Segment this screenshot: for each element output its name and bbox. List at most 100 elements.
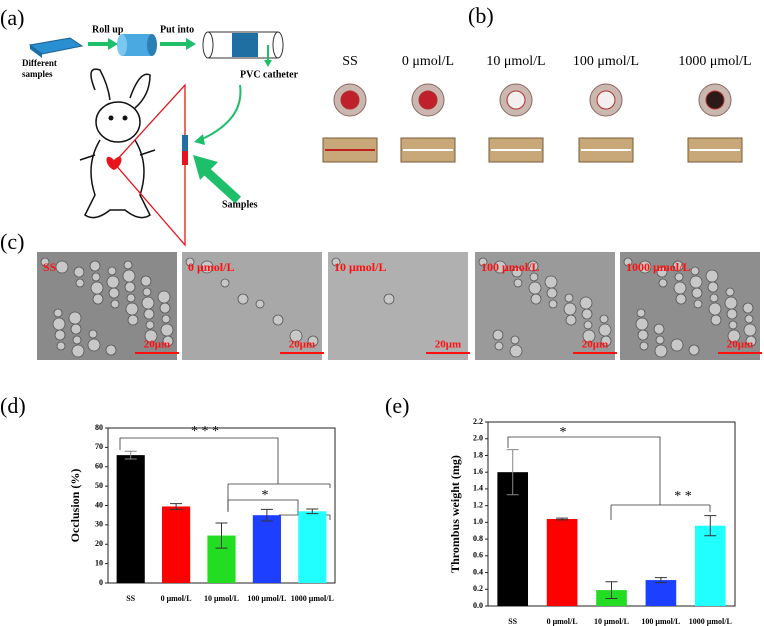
roll-end [117, 34, 127, 56]
bar [116, 455, 145, 583]
cell [691, 287, 703, 299]
cell [724, 296, 738, 310]
cell [653, 323, 665, 335]
y-tick-label: 1.6 [473, 467, 483, 476]
cell [160, 323, 174, 337]
cell [675, 293, 687, 305]
catheter-sample [182, 135, 188, 151]
cell [90, 281, 104, 295]
panel-label: (c) [0, 229, 24, 254]
cell [88, 329, 98, 339]
lumen [418, 90, 438, 110]
cell [674, 272, 684, 282]
cell [511, 266, 523, 278]
y-tick-label: 0.6 [473, 551, 483, 560]
sample-inside [232, 33, 258, 57]
cell [544, 275, 558, 289]
cell [728, 320, 738, 330]
y-tick-label: 1.8 [473, 450, 483, 459]
y-tick-label: 20 [95, 539, 103, 548]
cell [655, 335, 665, 345]
group-label: 0 μmol/L [402, 54, 454, 69]
cell [127, 314, 139, 326]
catheter-label: PVC catheter [240, 69, 299, 80]
cell [161, 314, 171, 324]
error-bar [215, 522, 228, 549]
cell [705, 269, 719, 283]
cell [583, 320, 593, 330]
cell [143, 308, 155, 320]
cell [513, 278, 523, 288]
y-tick-label: 50 [95, 481, 103, 490]
arrow [201, 166, 242, 204]
error-bar [306, 508, 319, 515]
group-label: 1000 μmol/L [678, 54, 751, 69]
cell [126, 293, 136, 303]
cell [125, 302, 139, 316]
cell [110, 299, 120, 309]
scale-bar-label: 20μm [727, 339, 753, 351]
cell [690, 266, 700, 276]
y-tick-label: 60 [95, 462, 103, 471]
arrow-head [264, 60, 272, 67]
y-tick-label: 2.0 [473, 434, 483, 443]
cell [599, 314, 609, 324]
cell [494, 341, 504, 351]
y-tick-label: 70 [95, 442, 103, 451]
cell [546, 287, 558, 299]
annotation: * [560, 425, 567, 440]
sem-image [328, 252, 468, 360]
x-tick-label: SS [508, 617, 517, 626]
cell [654, 344, 668, 358]
cell [122, 269, 136, 283]
panel-label: (b) [468, 3, 494, 28]
cell [72, 335, 82, 345]
group-label: 100 μmol/L [573, 54, 639, 69]
cell [144, 329, 158, 343]
cell [478, 257, 488, 267]
cell [688, 344, 700, 356]
cell [623, 257, 633, 267]
catheter-end [272, 31, 284, 59]
cell [689, 275, 703, 289]
cell [638, 260, 652, 274]
cell [73, 266, 85, 278]
bar [252, 515, 281, 583]
cell [527, 260, 539, 272]
cell [272, 314, 284, 326]
cell [124, 281, 136, 293]
error-bar [605, 581, 618, 599]
cell [75, 278, 85, 288]
cell [658, 278, 668, 288]
x-tick-label: 10 μmol/L [204, 594, 239, 603]
scale-bar-label: 20μm [582, 339, 608, 351]
cell [581, 308, 593, 320]
annotation: * * * [191, 424, 219, 439]
cell [530, 293, 542, 305]
x-tick-label: 0 μmol/L [161, 594, 192, 603]
cell [744, 314, 754, 324]
step-label: Put into [160, 24, 194, 35]
lumen [596, 90, 616, 110]
error-bar [170, 503, 183, 510]
panel-label: (a) [0, 5, 24, 30]
cell [383, 293, 395, 305]
arrow-label: Samples [222, 199, 258, 210]
cell [307, 335, 319, 347]
cell [237, 293, 249, 305]
samples-label-box: Different samples [22, 58, 57, 79]
lumen [340, 90, 360, 110]
cell [673, 281, 687, 295]
bar [645, 580, 677, 606]
roll [122, 34, 152, 56]
y-axis-label: Occlusion (%) [68, 469, 82, 543]
cell [145, 320, 155, 330]
cell [639, 341, 649, 351]
cell [635, 317, 649, 331]
bar [694, 525, 726, 606]
catheter-sample [182, 151, 188, 165]
image-label: 0 μmol/L [188, 260, 234, 274]
error-bar [556, 517, 569, 521]
y-tick-label: 0.4 [473, 567, 483, 576]
